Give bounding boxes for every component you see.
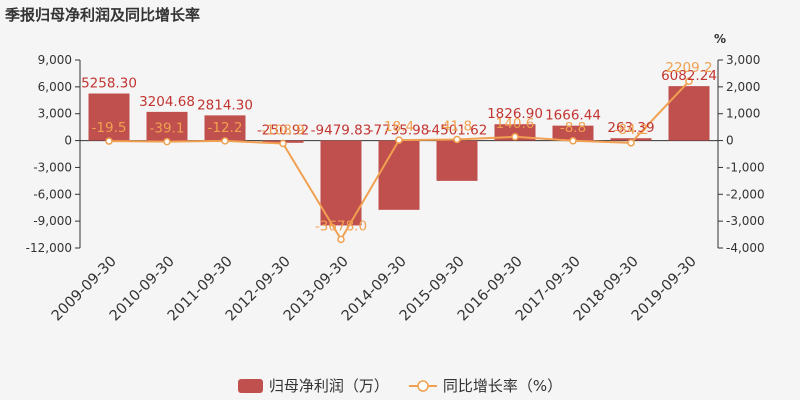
y-left-tick-label: -12,000 — [26, 241, 72, 255]
chart-title: 季报归母净利润及同比增长率 — [5, 6, 201, 24]
line-point[interactable] — [221, 137, 229, 145]
y-right-tick-label: -2,000 — [726, 187, 765, 201]
y-left-tick-label: 6,000 — [38, 80, 72, 94]
bar-value-label: 1826.90 — [487, 106, 543, 122]
line-point[interactable] — [627, 139, 635, 147]
y-right-tick-label: -3,000 — [726, 214, 765, 228]
line-value-label: -3678.0 — [315, 218, 367, 234]
line-value-label: -84.2 — [614, 122, 649, 138]
bar[interactable] — [320, 140, 362, 226]
line-value-label: -12.2 — [208, 120, 243, 136]
line-value-label: -39.1 — [150, 121, 185, 137]
y-left-tick-label: -9,000 — [33, 214, 72, 228]
line-value-label: 18.4 — [384, 119, 414, 135]
bar-value-label: -9479.83 — [311, 123, 372, 139]
bars-layer — [88, 86, 710, 226]
bar-value-label: -250.92 — [257, 123, 309, 139]
legend-item-line[interactable]: 同比增长率（%） — [408, 375, 563, 396]
line-value-label: 2209.2 — [665, 60, 712, 76]
line-point[interactable] — [279, 139, 287, 148]
line-point[interactable] — [685, 77, 693, 85]
y-right-tick-label: 1,000 — [726, 107, 760, 121]
bar-value-label: 1666.44 — [545, 108, 601, 124]
line-value-label: -19.5 — [92, 120, 127, 136]
y-right-tick-label: 0 — [726, 134, 734, 148]
line-value-label: 140.6 — [496, 116, 535, 132]
bar-value-label: -7735.98 — [369, 123, 430, 139]
bar[interactable] — [378, 140, 420, 210]
bar[interactable] — [668, 86, 710, 141]
bar-value-label: 3204.68 — [139, 94, 195, 110]
y-left-tick-label: 3,000 — [38, 107, 72, 121]
bar-value-label: 5258.30 — [81, 75, 137, 91]
y-left-tick-label: -6,000 — [33, 187, 72, 201]
legend-bar-swatch-icon — [237, 378, 263, 393]
y-right-unit-label: % — [714, 32, 726, 46]
line-value-label: -8.8 — [560, 120, 586, 136]
line-value-label: 41.8 — [442, 118, 472, 134]
y-left-tick-label: 9,000 — [38, 53, 72, 67]
bar[interactable] — [204, 115, 246, 141]
y-right-tick-label: 3,000 — [726, 53, 760, 67]
legend-item-bar[interactable]: 归母净利润（万） — [237, 375, 389, 396]
y-right-tick-label: -1,000 — [726, 160, 765, 174]
legend-line-swatch-icon — [408, 379, 437, 392]
line-point[interactable] — [569, 137, 577, 145]
y-right-tick-label: -4,000 — [726, 241, 765, 255]
line-value-label: -108.9 — [261, 122, 305, 138]
line-point[interactable] — [337, 235, 345, 244]
legend: 归母净利润（万） 同比增长率（%） — [0, 375, 800, 396]
bar-value-label: 2814.30 — [197, 97, 253, 113]
bar[interactable] — [436, 140, 478, 181]
line-point[interactable] — [511, 133, 519, 141]
bar[interactable] — [88, 93, 130, 141]
y-right-tick-label: 2,000 — [726, 80, 760, 94]
line-layer — [105, 77, 693, 244]
bar[interactable] — [552, 125, 594, 141]
y-left-tick-label: 0 — [64, 134, 72, 148]
line-point[interactable] — [453, 135, 461, 144]
bar-value-label: 263.39 — [607, 120, 654, 136]
legend-line-label: 同比增长率（%） — [442, 377, 563, 395]
line-point[interactable] — [105, 137, 113, 145]
y-left-tick-label: -3,000 — [33, 160, 72, 174]
bar-value-label: 6082.24 — [661, 68, 717, 84]
line-point[interactable] — [395, 136, 403, 144]
bar[interactable] — [146, 111, 188, 141]
legend-bar-label: 归母净利润（万） — [268, 377, 389, 395]
bar-value-label: -4501.62 — [427, 123, 488, 139]
line-point[interactable] — [163, 137, 171, 146]
